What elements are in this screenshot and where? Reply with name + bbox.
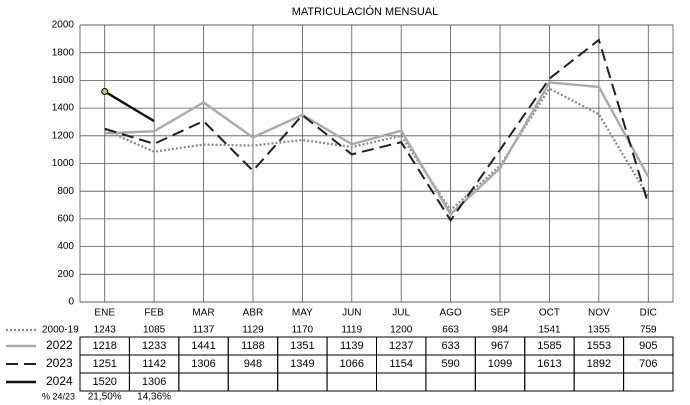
table-value: 663	[442, 325, 459, 336]
series-line	[104, 81, 650, 217]
table-value: 1233	[142, 340, 166, 352]
table-value: 1119	[341, 325, 362, 336]
table-value: 1099	[488, 358, 512, 370]
table-value: 1137	[193, 325, 215, 336]
x-tick-label: NOV	[588, 308, 610, 319]
table-value: 1251	[92, 358, 116, 370]
legend-label: 2000-19	[42, 325, 79, 336]
pct-value: 21,50%	[88, 392, 122, 403]
x-tick-label: MAR	[192, 308, 214, 319]
y-tick-label: 1200	[52, 130, 75, 141]
table-value: 633	[441, 340, 459, 352]
table-cell	[277, 372, 328, 392]
legend-label: 2022	[46, 338, 73, 352]
table-value: 1243	[94, 325, 117, 336]
table-value: 905	[639, 340, 657, 352]
series-line	[104, 38, 650, 223]
series-line	[104, 90, 155, 123]
legend-label: 2023	[46, 356, 73, 370]
table-value: 1154	[389, 358, 413, 370]
table-cell	[178, 372, 229, 392]
table-value: 1129	[242, 325, 264, 336]
table-cell	[474, 372, 526, 392]
table-value: 1085	[143, 325, 166, 336]
x-tick-label: ENE	[94, 308, 115, 319]
table-value: 1066	[340, 358, 364, 370]
table-value: 1200	[390, 325, 413, 336]
series-line	[104, 87, 650, 212]
table-value: 1585	[537, 340, 561, 352]
legend-label: 2024	[46, 374, 73, 388]
x-tick-label: ABR	[243, 308, 264, 319]
table-cell	[425, 372, 476, 392]
table-value: 1139	[340, 340, 364, 352]
table-cell	[573, 372, 625, 392]
x-tick-label: JUL	[392, 308, 410, 319]
table-value: 1306	[191, 358, 215, 370]
table-value: 1892	[587, 358, 611, 370]
table-value: 1188	[241, 340, 265, 352]
y-tick-label: 1400	[52, 103, 75, 114]
y-tick-label: 200	[57, 269, 74, 280]
chart-title: MATRICULACIÓN MENSUAL	[292, 5, 438, 18]
table-value: 590	[441, 358, 459, 370]
table-value: 706	[639, 358, 657, 370]
table-value: 759	[640, 325, 657, 336]
x-tick-label: SEP	[490, 308, 510, 319]
table-value: 1237	[389, 340, 413, 352]
table-value: 1351	[290, 340, 314, 352]
pct-label: % 24/23	[42, 391, 75, 401]
y-tick-label: 800	[57, 186, 74, 197]
x-tick-label: JUN	[342, 308, 361, 319]
table-value: 1349	[290, 358, 314, 370]
x-tick-label: MAY	[292, 308, 313, 319]
table-cell	[623, 372, 674, 392]
table-value: 1613	[537, 358, 561, 370]
table-value: 948	[244, 358, 262, 370]
table-cell	[524, 372, 575, 392]
x-tick-label: AGO	[440, 308, 462, 319]
table-value: 1142	[142, 358, 166, 370]
table-value: 1218	[92, 340, 116, 352]
table-value: 1306	[142, 376, 166, 388]
y-tick-label: 1000	[52, 158, 75, 169]
table-value: 967	[491, 340, 509, 352]
table-value: 984	[492, 325, 509, 336]
x-tick-label: DIC	[640, 308, 657, 319]
table-value: 1520	[92, 376, 116, 388]
point-marker	[101, 87, 109, 95]
y-tick-label: 600	[57, 214, 74, 225]
table-cell	[326, 372, 378, 392]
y-tick-label: 0	[68, 297, 74, 308]
table-cell	[227, 372, 279, 392]
table-value: 1355	[588, 325, 611, 336]
pct-value: 14,36%	[137, 392, 171, 403]
table-value: 1170	[292, 325, 314, 336]
y-tick-label: 1800	[52, 47, 75, 58]
y-tick-label: 400	[57, 241, 74, 252]
x-tick-label: OCT	[539, 308, 560, 319]
y-tick-label: 1600	[52, 75, 75, 86]
table-value: 1541	[538, 325, 561, 336]
x-tick-label: FEB	[144, 308, 164, 319]
table-cell	[376, 372, 427, 392]
table-value: 1553	[587, 340, 611, 352]
table-value: 1441	[191, 340, 215, 352]
y-tick-label: 2000	[52, 20, 75, 31]
